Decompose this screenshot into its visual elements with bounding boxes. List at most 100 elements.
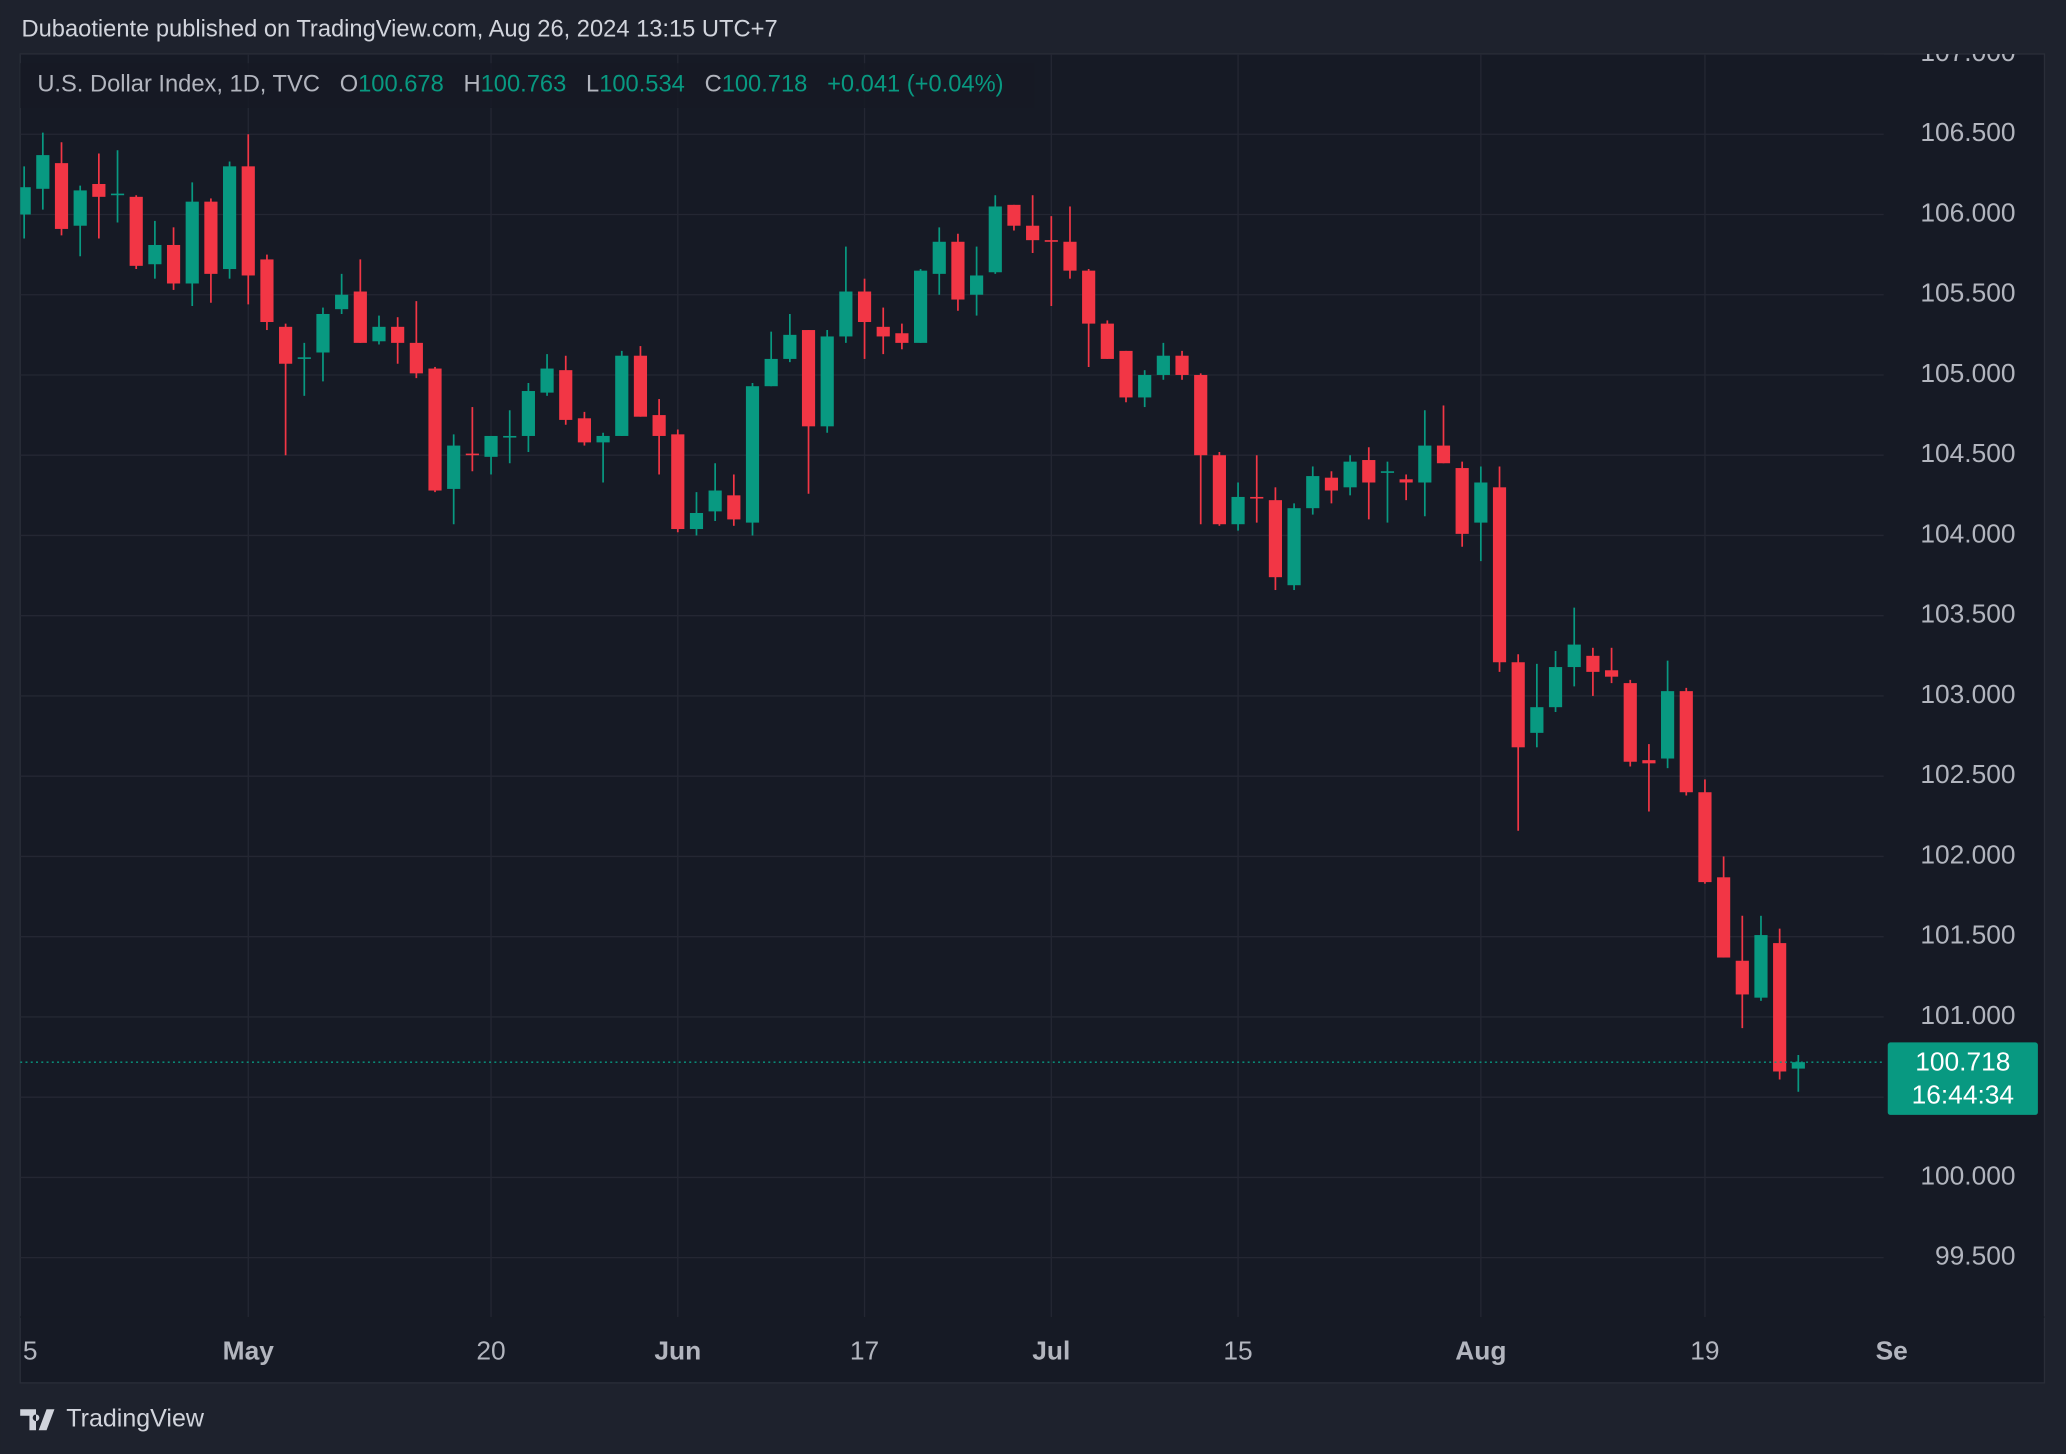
candle-body bbox=[820, 336, 834, 427]
y-tick-label: 101.500 bbox=[1920, 920, 2015, 950]
candle-body bbox=[577, 418, 592, 443]
y-tick-label: 105.500 bbox=[1920, 278, 2015, 308]
price-axis: 99.500100.000100.500101.000101.500102.00… bbox=[1920, 37, 2016, 1271]
candle-body bbox=[1119, 350, 1133, 398]
legend: U.S. Dollar Index, 1D, TVC O100.678 H100… bbox=[37, 72, 1003, 98]
x-tick-label: 15 bbox=[1223, 1336, 1252, 1366]
candle-body bbox=[166, 244, 181, 284]
y-tick-label: 102.000 bbox=[1920, 839, 2015, 869]
legend-close: 100.718 bbox=[722, 72, 808, 98]
candle-body bbox=[1586, 655, 1600, 672]
legend-c-label: C bbox=[705, 72, 722, 98]
chart-pane bbox=[19, 53, 2046, 1384]
legend-low: 100.534 bbox=[599, 72, 685, 98]
legend-o-label: O bbox=[340, 72, 358, 98]
candle-body bbox=[708, 490, 722, 512]
y-tick-label: 102.500 bbox=[1920, 759, 2015, 789]
candle-body bbox=[970, 275, 984, 295]
candle-body bbox=[148, 244, 162, 265]
publisher-line: Dubaotiente published on TradingView.com… bbox=[22, 17, 778, 43]
candle-body bbox=[764, 358, 778, 387]
candle-body bbox=[1156, 355, 1170, 375]
legend-change: +0.041 (+0.04%) bbox=[827, 72, 1003, 98]
candle-body bbox=[1698, 792, 1712, 883]
candle-body bbox=[1362, 460, 1376, 483]
candle-body bbox=[689, 512, 704, 530]
candle-body bbox=[1661, 691, 1675, 759]
candle-body bbox=[895, 333, 909, 343]
candle-body bbox=[1623, 683, 1637, 762]
candle-body bbox=[1194, 374, 1208, 456]
candle-body bbox=[1567, 644, 1581, 668]
brand: TradingView bbox=[20, 1404, 205, 1432]
candle-body bbox=[1548, 667, 1563, 708]
candle-body bbox=[1642, 760, 1656, 764]
candle-body bbox=[92, 183, 106, 197]
y-tick-label: 104.000 bbox=[1920, 518, 2015, 548]
candle-body bbox=[129, 196, 143, 266]
legend-backdrop bbox=[20, 63, 1035, 108]
candle-body bbox=[1773, 943, 1787, 1072]
y-tick-label: 106.000 bbox=[1920, 197, 2015, 227]
grid bbox=[20, 53, 1884, 1318]
candle-body bbox=[1082, 270, 1096, 324]
candle-body bbox=[1474, 482, 1488, 523]
candle-body bbox=[1679, 691, 1693, 793]
candle-body bbox=[316, 313, 330, 353]
candle-body bbox=[1138, 374, 1152, 398]
candle-body bbox=[1007, 204, 1021, 226]
candle-body bbox=[1026, 225, 1040, 241]
last-price-tag bbox=[1887, 1042, 2038, 1115]
candle-body bbox=[727, 495, 741, 520]
candle-body bbox=[913, 270, 928, 343]
candle-body bbox=[185, 201, 199, 284]
candle-body bbox=[279, 326, 293, 364]
candle-body bbox=[260, 259, 274, 323]
candle-body bbox=[484, 435, 498, 457]
candle-body bbox=[633, 355, 648, 417]
candle-body bbox=[521, 391, 535, 436]
candle-body bbox=[745, 386, 760, 523]
candle-body bbox=[596, 435, 610, 443]
candle-body bbox=[391, 326, 405, 343]
candle-body bbox=[1604, 670, 1619, 677]
time-axis: 5 May 20 Jun 17 Jul 15 Aug 19 Se bbox=[23, 1336, 1908, 1366]
candle-body bbox=[1343, 461, 1357, 488]
candle-body bbox=[857, 291, 872, 323]
legend-l-label: L bbox=[586, 72, 599, 98]
candle-body bbox=[1455, 468, 1469, 534]
y-tick-label: 107.000 bbox=[1920, 37, 2015, 67]
legend-high: 100.763 bbox=[481, 72, 567, 98]
x-tick-label: May bbox=[223, 1336, 275, 1366]
legend-open: 100.678 bbox=[358, 72, 444, 98]
candle-body bbox=[951, 241, 965, 300]
candle-body bbox=[1044, 240, 1058, 242]
x-tick-label: Se bbox=[1876, 1336, 1908, 1366]
x-tick-label: 5 bbox=[23, 1336, 38, 1366]
candle-body bbox=[1399, 479, 1413, 483]
candle-body bbox=[932, 241, 946, 274]
candle-body bbox=[1492, 487, 1507, 663]
candle-body bbox=[372, 326, 386, 342]
countdown-label: 16:44:34 bbox=[1912, 1079, 2014, 1109]
x-tick-label: 19 bbox=[1690, 1336, 1719, 1366]
y-tick-label: 103.500 bbox=[1920, 599, 2015, 629]
candle-body bbox=[428, 368, 442, 491]
candle-body bbox=[110, 193, 125, 196]
candle-body bbox=[54, 163, 69, 229]
candle-body bbox=[1100, 323, 1114, 359]
candle-body bbox=[839, 291, 853, 337]
candle-body bbox=[876, 326, 890, 337]
brand-logo bbox=[20, 1409, 55, 1431]
candle-body bbox=[783, 334, 797, 359]
y-tick-label: 99.500 bbox=[1935, 1241, 2016, 1271]
candle-body bbox=[223, 166, 237, 270]
candle-body bbox=[801, 330, 816, 427]
candle-body bbox=[671, 434, 685, 530]
x-tick-label: Jul bbox=[1032, 1336, 1070, 1366]
candle-body bbox=[241, 166, 255, 276]
candles bbox=[20, 132, 1884, 1092]
candle-body bbox=[465, 453, 479, 456]
